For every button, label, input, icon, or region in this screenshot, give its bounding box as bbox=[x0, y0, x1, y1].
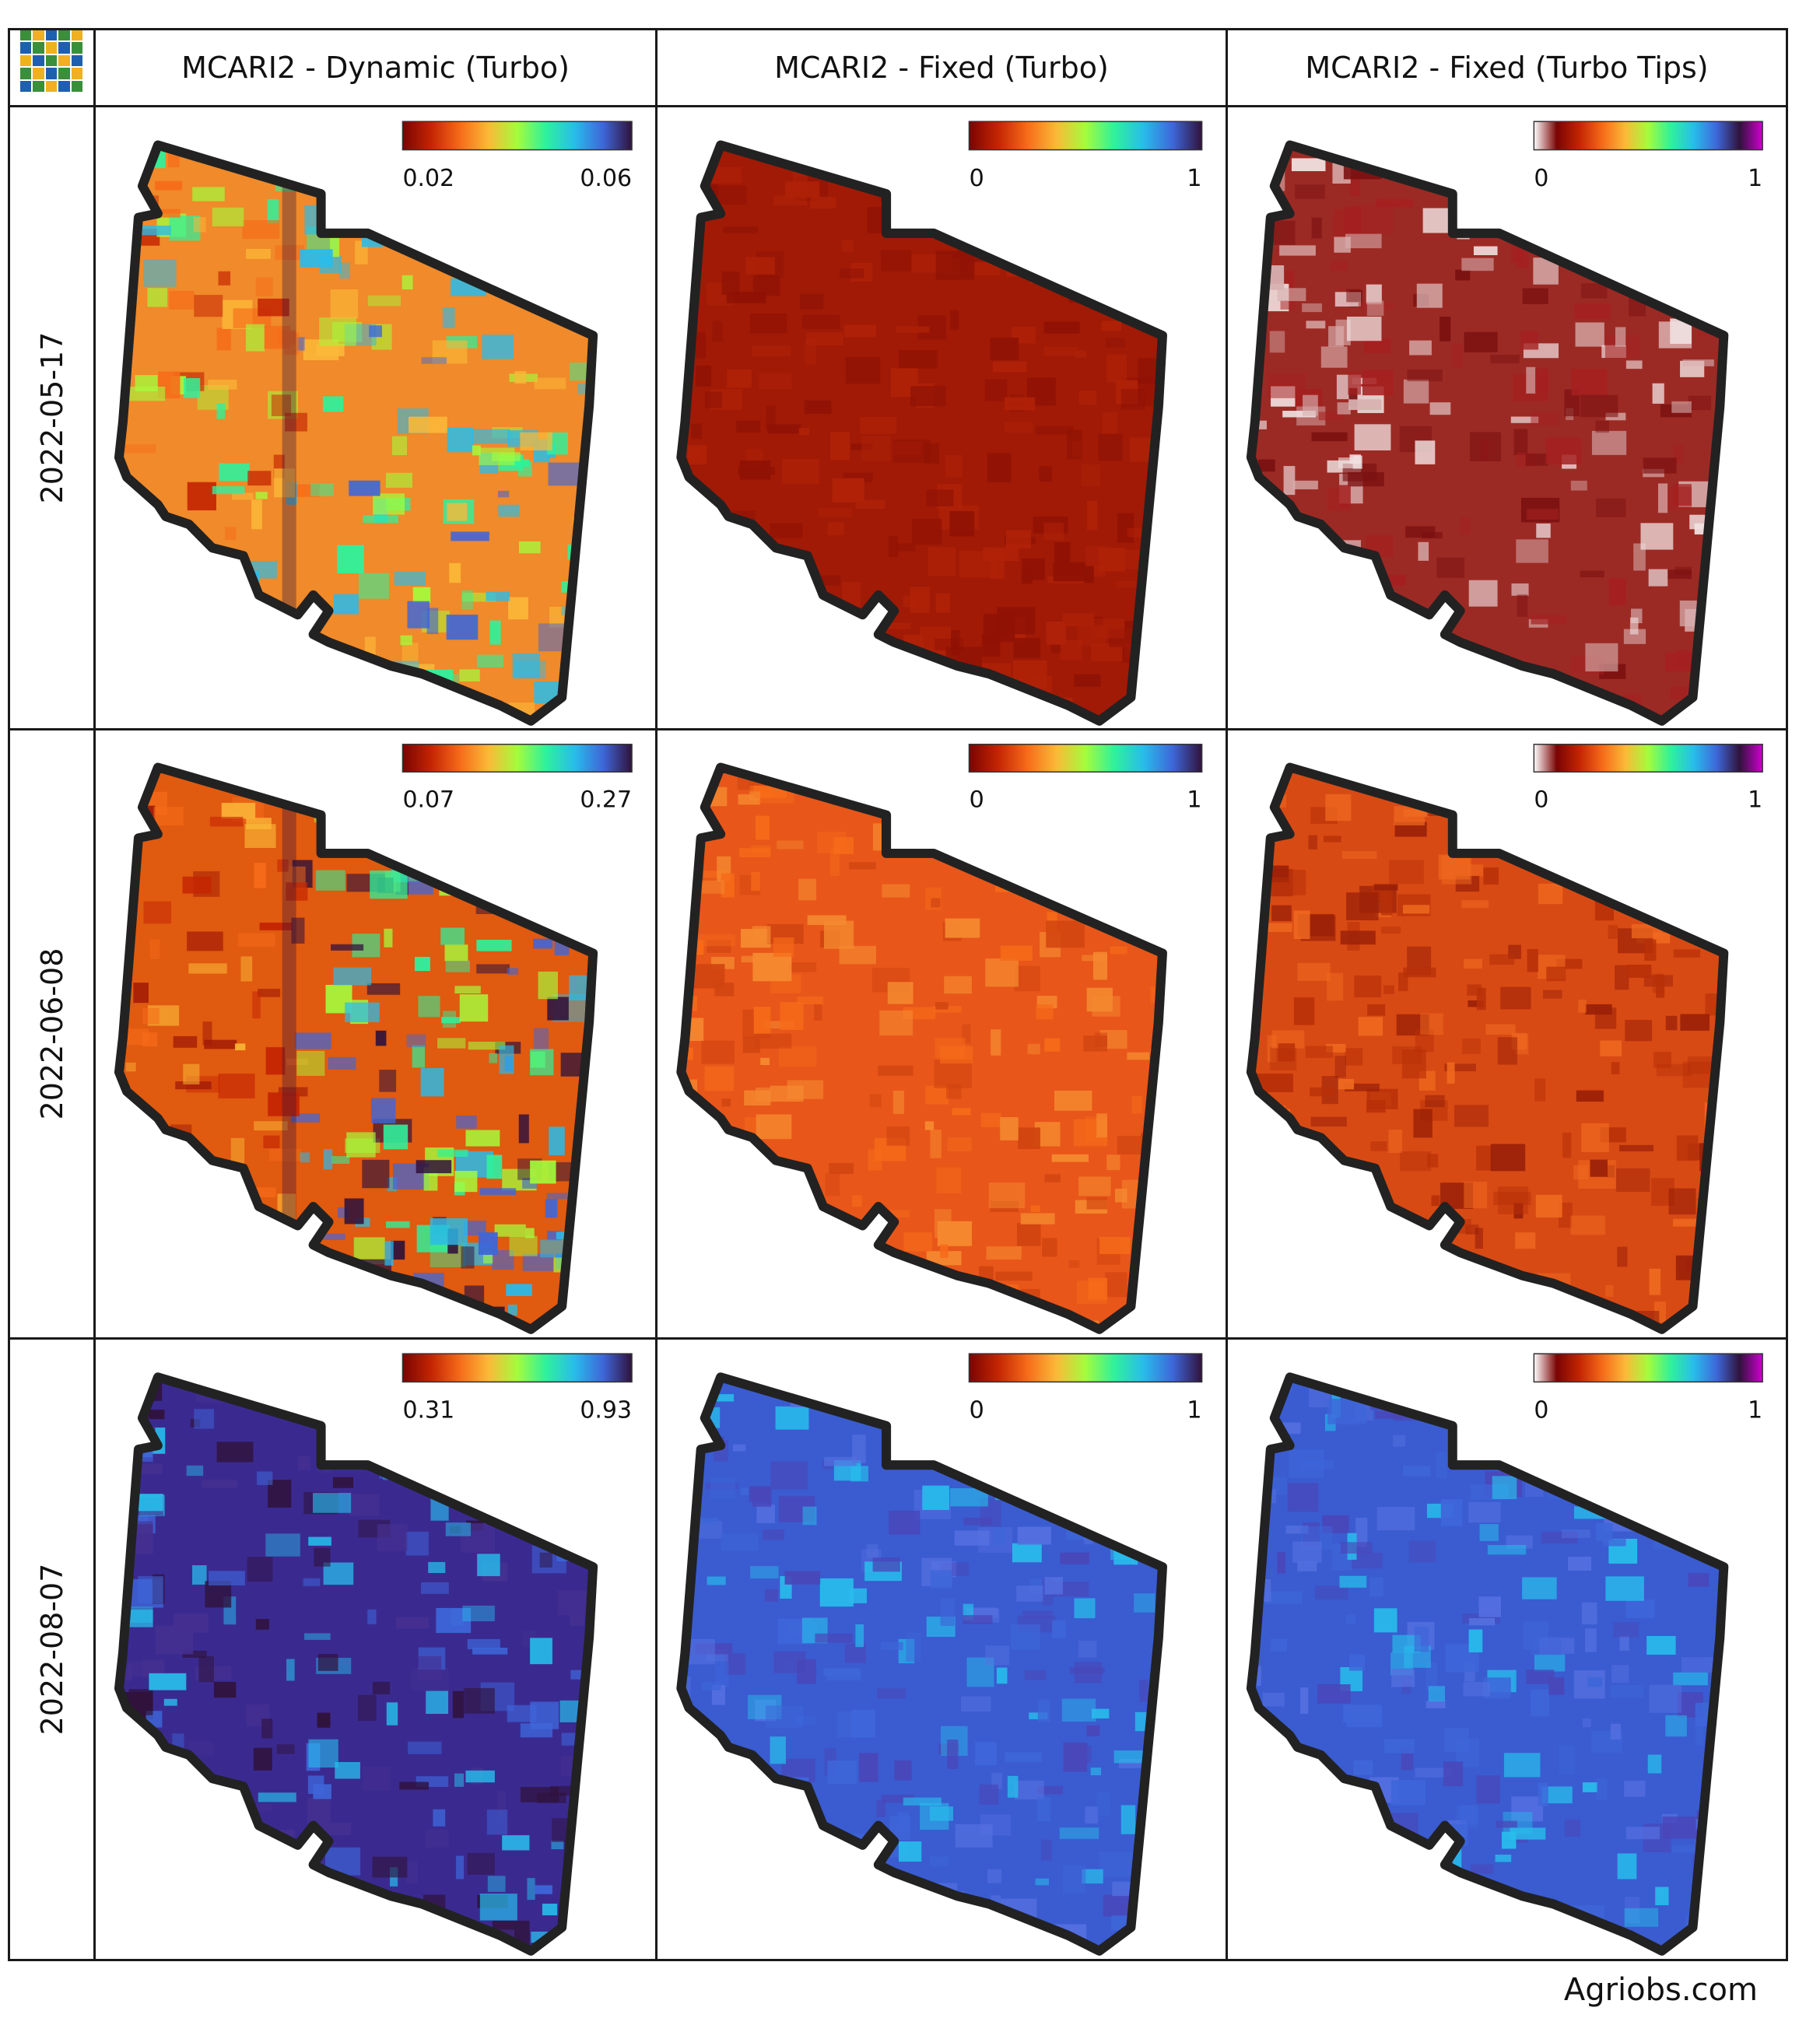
row-header: 2022-08-07 bbox=[8, 1337, 96, 1961]
field-boundary bbox=[114, 1372, 598, 1956]
field-boundary bbox=[1246, 140, 1729, 726]
field-boundary bbox=[676, 1372, 1167, 1956]
colorbar-min-label: 0.31 bbox=[402, 1397, 454, 1424]
field-boundary bbox=[1246, 762, 1729, 1335]
colorbar-max-label: 1 bbox=[1748, 787, 1762, 814]
colorbar bbox=[968, 744, 1203, 773]
colorbar bbox=[402, 121, 633, 150]
date-label: 2022-06-08 bbox=[34, 948, 69, 1120]
comparison-grid: MCARI2 - Dynamic (Turbo) MCARI2 - Fixed … bbox=[8, 28, 1788, 1961]
row-header: 2022-06-08 bbox=[8, 728, 96, 1340]
colorbar-min-label: 0 bbox=[1534, 787, 1548, 814]
field-boundary bbox=[1246, 1372, 1729, 1956]
colorbar bbox=[1533, 744, 1763, 773]
date-label: 2022-05-17 bbox=[34, 331, 69, 504]
colorbar bbox=[402, 1353, 633, 1383]
colorbar-min-label: 0 bbox=[969, 1397, 984, 1424]
colorbar-min-label: 0.07 bbox=[402, 787, 454, 814]
field-boundary bbox=[676, 140, 1167, 726]
colorbar-max-label: 1 bbox=[1187, 1397, 1201, 1424]
colorbar-max-label: 1 bbox=[1187, 165, 1201, 192]
colorbar-max-label: 1 bbox=[1187, 787, 1201, 815]
map-canvas: 0.31 0.93 bbox=[114, 1353, 633, 1956]
field-boundary bbox=[114, 762, 598, 1335]
map-cell: 0.02 0.06 bbox=[93, 104, 658, 731]
footer-credit: Agriobs.com bbox=[1563, 1972, 1758, 2008]
row-header: 2022-05-17 bbox=[8, 104, 96, 731]
colorbar-min-label: 0 bbox=[969, 165, 984, 192]
colorbar bbox=[1533, 1353, 1763, 1383]
colorbar bbox=[968, 1353, 1203, 1383]
column-header-fixed-turbo: MCARI2 - Fixed (Turbo) bbox=[655, 28, 1228, 107]
header-row: MCARI2 - Dynamic (Turbo) MCARI2 - Fixed … bbox=[8, 28, 1788, 107]
colorbar bbox=[402, 744, 633, 773]
field-boundary bbox=[676, 762, 1167, 1335]
colorbar-max-label: 0.06 bbox=[580, 165, 632, 192]
logo-cell bbox=[8, 28, 96, 107]
map-canvas: 0.02 0.06 bbox=[114, 121, 633, 726]
colorbar-min-label: 0 bbox=[1534, 165, 1548, 192]
map-cell: 0.07 0.27 bbox=[93, 728, 658, 1340]
column-header-fixed-turbo-tips: MCARI2 - Fixed (Turbo Tips) bbox=[1226, 28, 1788, 107]
colorbar-max-label: 0.93 bbox=[580, 1397, 632, 1424]
date-label: 2022-08-07 bbox=[34, 1563, 69, 1736]
colorbar-max-label: 1 bbox=[1748, 165, 1762, 192]
map-cell: 0.31 0.93 bbox=[93, 1337, 658, 1961]
colorbar bbox=[968, 121, 1203, 150]
colorbar-min-label: 0 bbox=[1534, 1397, 1548, 1424]
column-header-dynamic-turbo: MCARI2 - Dynamic (Turbo) bbox=[93, 28, 658, 107]
colorbar-max-label: 1 bbox=[1748, 1397, 1762, 1424]
colorbar-min-label: 0.02 bbox=[402, 165, 454, 192]
colorbar-max-label: 0.27 bbox=[580, 787, 632, 814]
colorbar bbox=[1533, 121, 1763, 150]
field-raster bbox=[1250, 145, 1724, 721]
field-boundary bbox=[114, 140, 598, 726]
colorbar-min-label: 0 bbox=[969, 787, 984, 815]
map-canvas: 0.07 0.27 bbox=[114, 744, 633, 1335]
